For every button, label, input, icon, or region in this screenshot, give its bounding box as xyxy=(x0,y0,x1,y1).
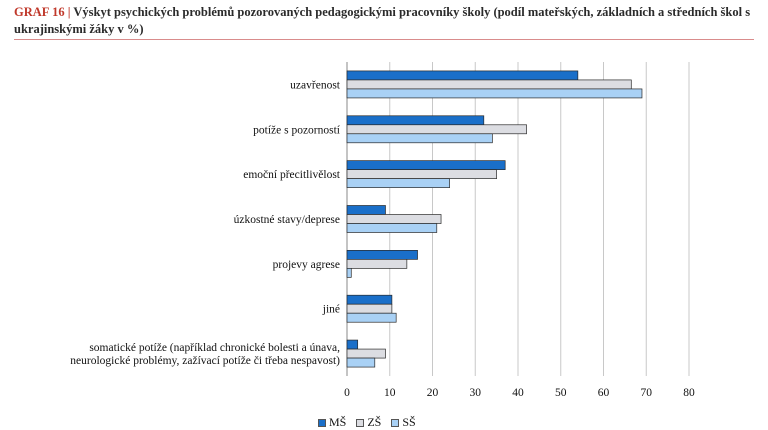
x-tick-label: 80 xyxy=(683,387,695,399)
x-tick-label: 70 xyxy=(641,387,653,399)
bar-ZŠ-2 xyxy=(346,169,497,179)
bar-MŠ-0 xyxy=(346,70,579,81)
x-tick-label: 10 xyxy=(384,387,396,399)
figure-number: GRAF 16 | xyxy=(14,5,71,19)
category-label: uzavřenost xyxy=(290,79,341,91)
legend-item: SŠ xyxy=(391,415,416,430)
legend-item: MŠ xyxy=(318,415,346,430)
category-label: jiné xyxy=(322,304,340,316)
bar-ZŠ-1 xyxy=(346,124,527,135)
bar-MŠ-2 xyxy=(346,160,506,170)
bar-SŠ-1 xyxy=(346,133,493,144)
bar-SŠ-3 xyxy=(346,223,438,233)
legend-swatch xyxy=(391,418,400,427)
x-tick-label: 60 xyxy=(598,387,610,399)
category-label: neurologické problémy, zažívací potíže č… xyxy=(70,355,340,367)
legend-item: ZŠ xyxy=(356,415,381,430)
bar-ZŠ-6 xyxy=(346,348,386,359)
legend-label: SŠ xyxy=(402,415,416,429)
bar-SŠ-2 xyxy=(346,178,450,188)
legend-swatch xyxy=(356,418,365,427)
legend-label: ZŠ xyxy=(367,415,382,429)
title-divider xyxy=(14,39,754,40)
x-tick-label: 50 xyxy=(555,387,567,399)
figure-title-text: Výskyt psychických problémů pozorovaných… xyxy=(14,5,751,36)
category-label: emoční přecitlivělost xyxy=(243,169,341,181)
legend-label: MŠ xyxy=(329,415,347,429)
bar-MŠ-6 xyxy=(346,339,359,350)
x-tick-label: 30 xyxy=(470,387,482,399)
bar-ZŠ-5 xyxy=(346,303,393,314)
bar-ZŠ-3 xyxy=(346,214,442,224)
chart-legend: MŠ ZŠ SŠ xyxy=(318,415,416,430)
bar-MŠ-1 xyxy=(346,115,485,126)
bar-SŠ-6 xyxy=(346,357,376,368)
bar-ZŠ-4 xyxy=(346,259,408,269)
bar-MŠ-4 xyxy=(346,250,418,260)
category-label: projevy agrese xyxy=(273,259,340,271)
figure-title: GRAF 16 | Výskyt psychických problémů po… xyxy=(14,4,754,38)
x-tick-label: 0 xyxy=(344,387,350,399)
bar-SŠ-4 xyxy=(346,268,352,278)
bar-ZŠ-0 xyxy=(346,79,632,90)
bar-MŠ-3 xyxy=(346,205,386,215)
bar-SŠ-0 xyxy=(346,88,643,99)
x-tick-label: 20 xyxy=(427,387,439,399)
category-label: potíže s pozorností xyxy=(253,124,341,136)
legend-swatch xyxy=(318,418,326,427)
bar-SŠ-5 xyxy=(346,312,397,323)
category-label: somatické potíže (například chronické bo… xyxy=(89,342,340,354)
bar-chart: uzavřenost potíže s pozorností emoční přec… xyxy=(70,62,695,399)
category-label: úzkostné stavy/deprese xyxy=(234,214,340,226)
bar-MŠ-5 xyxy=(346,294,393,305)
x-tick-label: 40 xyxy=(512,387,524,399)
